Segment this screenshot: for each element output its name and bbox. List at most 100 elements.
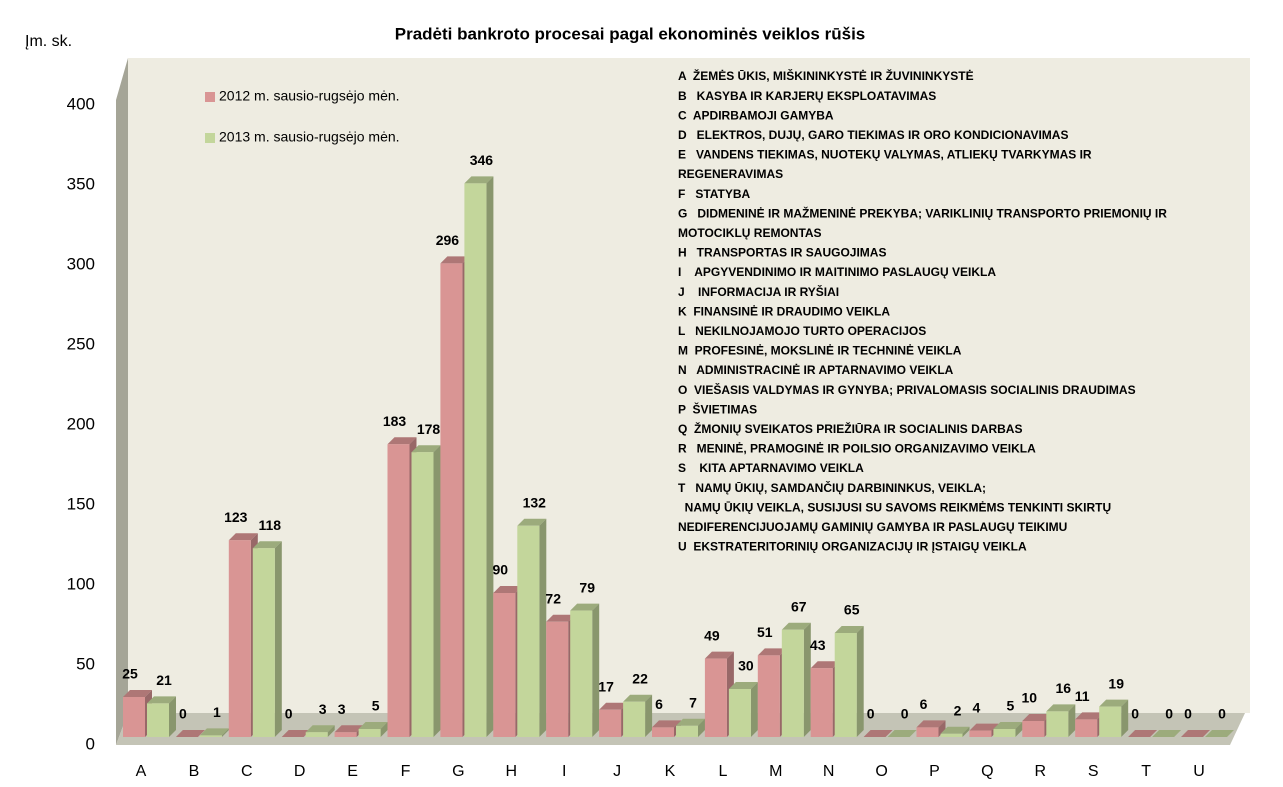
bar [464, 183, 487, 737]
bar-top [1075, 712, 1105, 720]
bar [728, 689, 751, 737]
x-tick-label: F [401, 763, 411, 780]
value-label: 67 [791, 599, 807, 615]
value-label: 72 [545, 591, 561, 607]
bar [757, 655, 780, 737]
bar-top [887, 730, 917, 737]
category-description: J INFORMACIJA IR RYŠIAI [678, 284, 839, 299]
value-label: 1 [213, 704, 221, 720]
bar-top [1128, 730, 1158, 737]
value-label: 0 [1184, 706, 1192, 722]
value-label: 16 [1056, 680, 1072, 696]
x-tick-label: I [562, 763, 566, 780]
category-description: REGENERAVIMAS [678, 167, 783, 181]
category-description: T NAMŲ ŪKIŲ, SAMDANČIŲ DARBININKUS, VEIK… [678, 480, 986, 495]
category-description: G DIDMENINĖ IR MAŽMENINĖ PREKYBA; VARIKL… [678, 205, 1167, 220]
x-tick-label: M [769, 763, 782, 780]
value-label: 43 [810, 637, 826, 653]
category-description: MOTOCIKLŲ REMONTAS [678, 226, 822, 240]
category-description: R MENINĖ, PRAMOGINĖ IR POILSIO ORGANIZAV… [678, 441, 1036, 456]
bar-top [334, 725, 364, 733]
bar [546, 621, 569, 737]
bar-top [916, 720, 946, 728]
bar-top [1046, 704, 1076, 712]
value-label: 3 [338, 701, 346, 717]
value-label: 0 [901, 706, 909, 722]
bar-top [570, 603, 600, 611]
category-description: F STATYBA [678, 187, 751, 201]
value-label: 0 [1131, 706, 1139, 722]
x-tick-label: P [929, 763, 940, 780]
bar-side [539, 518, 547, 737]
x-tick-label: Q [981, 763, 993, 780]
bar [570, 610, 593, 737]
value-label: 6 [655, 696, 663, 712]
legend-label: 2013 m. sausio-rugsėjo mėn. [219, 129, 400, 145]
bar-side [645, 694, 653, 737]
bar [199, 735, 222, 737]
bar [334, 732, 357, 737]
value-label: 0 [867, 706, 875, 722]
value-label: 0 [285, 706, 293, 722]
bar [411, 452, 434, 737]
bar-top [281, 730, 311, 737]
bar [676, 725, 698, 737]
bar [440, 263, 463, 737]
value-label: 30 [738, 658, 754, 674]
bar-top [493, 586, 523, 593]
bar-side [1121, 699, 1129, 737]
value-label: 10 [1022, 690, 1038, 706]
bar-side [380, 722, 388, 737]
y-tick-label: 250 [67, 334, 95, 353]
value-label: 183 [383, 413, 407, 429]
y-tick-label: 100 [67, 574, 95, 593]
category-description: NEDIFERENCIJUOJAMŲ GAMINIŲ GAMYBA IR PAS… [678, 520, 1067, 534]
y-tick-label: 300 [67, 254, 95, 273]
category-description: Q ŽMONIŲ SVEIKATOS PRIEŽIŪRA IR SOCIALIN… [678, 421, 1022, 436]
value-label: 296 [436, 232, 460, 248]
bar-top [546, 614, 576, 622]
bar-top [704, 651, 734, 659]
y-tick-label: 400 [67, 94, 95, 113]
value-label: 25 [122, 666, 138, 682]
bar-top [440, 256, 470, 264]
bar [493, 593, 516, 737]
x-tick-label: R [1035, 763, 1047, 780]
bar [123, 697, 145, 737]
value-label: 346 [470, 152, 494, 168]
bar-side [856, 626, 864, 737]
category-description: NAMŲ ŪKIŲ VEIKLA, SUSIJUSI SU SAVOMS REI… [678, 499, 1111, 514]
category-description: H TRANSPORTAS IR SAUGOJIMAS [678, 246, 886, 260]
category-description: A ŽEMĖS ŪKIS, MIŠKININKYSTĖ IR ŽUVININKY… [678, 68, 974, 83]
bar [781, 629, 804, 737]
value-label: 123 [224, 509, 248, 525]
category-description: B KASYBA IR KARJERŲ EKSPLOATAVIMAS [678, 89, 936, 103]
bar [652, 727, 674, 737]
category-description: L NEKILNOJAMOJO TURTO OPERACIJOS [678, 324, 926, 338]
bar [1046, 711, 1069, 737]
bar-side [433, 445, 441, 737]
x-tick-label: T [1141, 763, 1151, 780]
bar-top [969, 723, 999, 731]
bar-top [358, 722, 388, 729]
bar-side [698, 718, 705, 737]
x-tick-label: L [718, 763, 727, 780]
x-tick-label: H [506, 763, 518, 780]
category-description: E VANDENS TIEKIMAS, NUOTEKŲ VALYMAS, ATL… [678, 148, 1092, 162]
bar-top [728, 682, 758, 689]
category-description: O VIEŠASIS VALDYMAS IR GYNYBA; PRIVALOMA… [678, 382, 1136, 397]
bar-side [962, 726, 970, 737]
bar [305, 732, 328, 737]
bar [916, 727, 939, 737]
bar-side [803, 622, 811, 737]
bar-top [757, 648, 787, 656]
y-axis-label: Įm. sk. [25, 33, 72, 50]
bar-top [1099, 699, 1129, 707]
value-label: 7 [689, 695, 697, 711]
bar [517, 525, 540, 737]
bar-top [123, 690, 152, 697]
x-tick-label: N [823, 763, 835, 780]
x-tick-label: K [665, 763, 676, 780]
bar-top [387, 437, 417, 445]
value-label: 132 [523, 495, 547, 511]
